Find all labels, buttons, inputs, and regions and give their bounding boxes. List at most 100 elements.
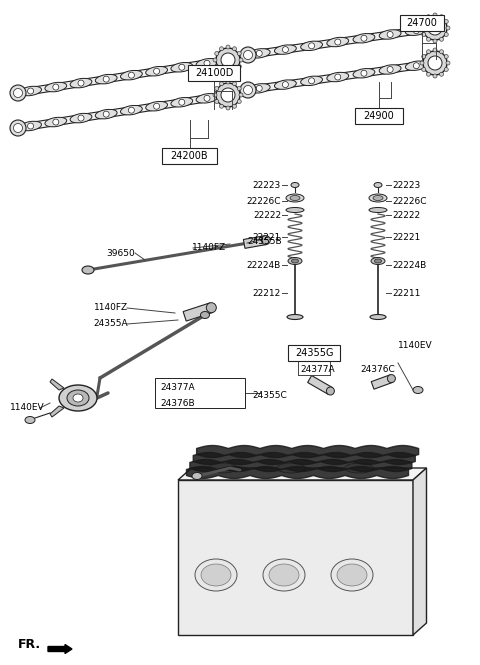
Ellipse shape <box>428 21 442 35</box>
Polygon shape <box>413 468 427 635</box>
Ellipse shape <box>286 207 304 213</box>
Ellipse shape <box>221 53 235 67</box>
Ellipse shape <box>269 564 299 586</box>
Ellipse shape <box>45 82 67 92</box>
Ellipse shape <box>446 26 450 30</box>
Ellipse shape <box>25 416 35 424</box>
Text: 24700: 24700 <box>407 18 437 28</box>
Ellipse shape <box>154 103 159 109</box>
Ellipse shape <box>219 104 224 108</box>
Ellipse shape <box>286 194 304 202</box>
Ellipse shape <box>120 106 142 115</box>
Ellipse shape <box>120 70 142 80</box>
Polygon shape <box>371 375 393 389</box>
Ellipse shape <box>239 93 243 97</box>
Polygon shape <box>50 406 64 417</box>
Ellipse shape <box>20 121 41 131</box>
Text: 1140FZ: 1140FZ <box>94 303 128 313</box>
Ellipse shape <box>206 303 216 313</box>
Ellipse shape <box>370 315 386 319</box>
Ellipse shape <box>146 102 168 111</box>
Ellipse shape <box>327 72 348 82</box>
Text: 22222: 22222 <box>253 211 281 219</box>
Ellipse shape <box>326 387 335 395</box>
Ellipse shape <box>103 111 109 117</box>
Ellipse shape <box>213 93 217 97</box>
Ellipse shape <box>335 74 341 80</box>
Text: 24376C: 24376C <box>360 366 395 374</box>
Ellipse shape <box>171 63 192 72</box>
Ellipse shape <box>335 39 341 45</box>
Ellipse shape <box>27 88 34 94</box>
Ellipse shape <box>440 37 444 41</box>
Ellipse shape <box>196 59 218 68</box>
Ellipse shape <box>420 61 424 65</box>
Polygon shape <box>243 235 266 248</box>
Ellipse shape <box>379 65 401 74</box>
Ellipse shape <box>444 19 448 23</box>
Ellipse shape <box>374 259 382 263</box>
Text: 24355C: 24355C <box>252 392 287 400</box>
Text: 1140EV: 1140EV <box>398 340 432 350</box>
Ellipse shape <box>361 35 367 41</box>
Ellipse shape <box>248 84 270 93</box>
Ellipse shape <box>369 194 387 202</box>
Ellipse shape <box>240 47 256 63</box>
Text: 24355B: 24355B <box>247 237 282 247</box>
Ellipse shape <box>96 74 117 84</box>
Polygon shape <box>17 92 228 132</box>
Ellipse shape <box>13 124 23 132</box>
Ellipse shape <box>444 55 448 59</box>
Ellipse shape <box>59 385 97 411</box>
Bar <box>288 345 340 361</box>
Ellipse shape <box>353 33 375 43</box>
Ellipse shape <box>420 26 424 30</box>
Ellipse shape <box>45 117 67 127</box>
Ellipse shape <box>263 559 305 591</box>
Text: 24900: 24900 <box>364 111 395 121</box>
Ellipse shape <box>201 564 231 586</box>
Ellipse shape <box>440 15 444 19</box>
Ellipse shape <box>275 80 296 89</box>
Ellipse shape <box>232 47 237 51</box>
Polygon shape <box>248 60 435 94</box>
Ellipse shape <box>282 82 288 88</box>
Text: 22221: 22221 <box>253 233 281 241</box>
Polygon shape <box>248 25 435 59</box>
Bar <box>400 15 444 31</box>
Ellipse shape <box>237 51 241 55</box>
Ellipse shape <box>209 463 237 473</box>
Text: 22226C: 22226C <box>247 196 281 205</box>
Ellipse shape <box>433 13 437 17</box>
Ellipse shape <box>422 68 426 72</box>
Ellipse shape <box>215 100 219 104</box>
Text: 22223: 22223 <box>253 180 281 190</box>
Ellipse shape <box>196 94 218 103</box>
Ellipse shape <box>423 51 447 75</box>
Ellipse shape <box>288 257 302 265</box>
Ellipse shape <box>82 266 94 274</box>
Bar <box>155 378 245 408</box>
Ellipse shape <box>20 86 41 96</box>
Ellipse shape <box>243 86 252 94</box>
Ellipse shape <box>275 45 296 55</box>
Ellipse shape <box>427 37 431 41</box>
Ellipse shape <box>444 68 448 72</box>
Ellipse shape <box>379 30 401 39</box>
Ellipse shape <box>237 65 241 68</box>
Ellipse shape <box>422 55 426 59</box>
Ellipse shape <box>73 394 83 402</box>
Ellipse shape <box>226 106 230 110</box>
Ellipse shape <box>219 82 224 86</box>
Ellipse shape <box>291 259 299 263</box>
Polygon shape <box>183 303 213 321</box>
Ellipse shape <box>13 88 23 98</box>
Ellipse shape <box>27 123 34 129</box>
Ellipse shape <box>373 196 383 201</box>
Text: 24376B: 24376B <box>160 400 194 408</box>
Ellipse shape <box>213 58 217 62</box>
Bar <box>188 65 240 81</box>
Ellipse shape <box>256 51 262 57</box>
Ellipse shape <box>406 26 427 35</box>
Ellipse shape <box>371 257 385 265</box>
